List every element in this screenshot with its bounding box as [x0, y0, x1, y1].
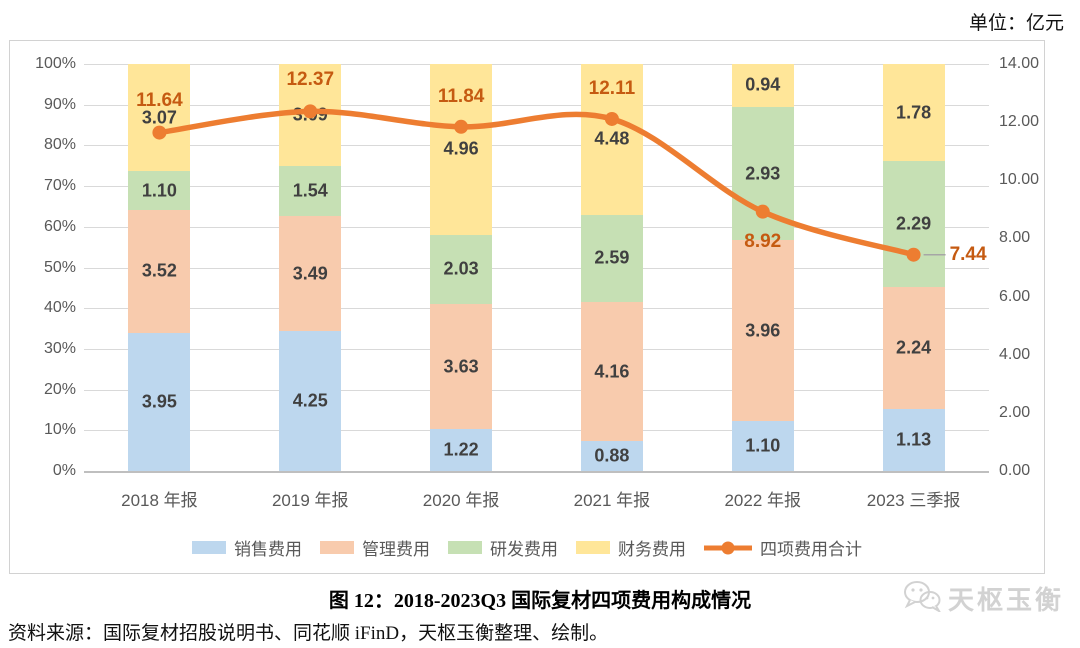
legend-label: 财务费用 [618, 540, 686, 559]
y-axis-right-tick-label: 0.00 [999, 462, 1031, 479]
legend-item: 四项费用合计 [704, 535, 862, 560]
grid-line [84, 471, 989, 473]
x-axis-category-label: 2018 年报 [121, 491, 198, 510]
bar-segment [580, 301, 643, 442]
segment-value-label: 3.09 [292, 104, 328, 125]
grid-line [84, 226, 989, 228]
legend-item: 研发费用 [448, 535, 558, 560]
total-value-label: 7.44 [949, 243, 987, 265]
segment-value-label: 3.49 [292, 263, 328, 284]
grid-line [84, 145, 989, 147]
grid-line [84, 64, 989, 65]
segment-value-label: 1.22 [443, 439, 479, 460]
y-axis-right-tick-label: 14.00 [999, 55, 1040, 72]
bar-segment [882, 286, 945, 410]
y-axis-left-tick-label: 30% [43, 339, 76, 357]
segment-value-label: 3.52 [141, 260, 177, 281]
bar-segment [731, 64, 794, 107]
legend-item: 管理费用 [320, 535, 430, 560]
segment-value-label: 1.54 [292, 180, 328, 201]
y-axis-right-tick-label: 10.00 [999, 171, 1040, 189]
grid-line [84, 389, 989, 391]
y-axis-left-tick-label: 70% [43, 177, 76, 195]
segment-value-label: 3.95 [141, 391, 177, 412]
bar-segment [580, 441, 643, 471]
total-value-label: 8.92 [744, 230, 782, 252]
y-axis-left-tick-label: 50% [43, 258, 76, 276]
y-axis-right-tick-label: 6.00 [999, 287, 1031, 305]
segment-value-label: 3.96 [745, 320, 781, 341]
segment-value-label: 2.93 [745, 163, 781, 184]
legend-label: 四项费用合计 [760, 540, 862, 559]
bar-segment [731, 240, 794, 421]
grid-line [84, 308, 989, 310]
bar-segment [731, 420, 794, 471]
y-axis-left-tick-label: 90% [43, 95, 76, 113]
y-axis-left-tick-label: 100% [35, 55, 76, 72]
legend-item: 销售费用 [192, 535, 302, 560]
grid-line [84, 430, 989, 432]
wechat-logo-icon [902, 580, 942, 617]
y-axis-left-tick-label: 40% [43, 299, 76, 317]
segment-value-label: 2.29 [896, 213, 932, 234]
grid-line [84, 267, 989, 269]
legend-item: 财务费用 [576, 535, 686, 560]
total-value-label: 12.37 [286, 69, 335, 91]
x-axis-category-label: 2023 三季报 [866, 491, 961, 510]
y-axis-left-tick-label: 10% [43, 421, 76, 439]
y-axis-right-tick-label: 2.00 [999, 403, 1031, 421]
grid-line [84, 348, 989, 350]
y-axis-left-tick-label: 20% [43, 380, 76, 398]
bar-segment [430, 304, 493, 430]
segment-value-label: 4.48 [594, 128, 630, 149]
total-value-label: 11.84 [437, 85, 485, 107]
legend-line-marker-icon [704, 541, 752, 554]
legend-swatch [448, 541, 482, 554]
total-value-label: 12.11 [588, 77, 636, 99]
segment-value-label: 1.10 [745, 435, 781, 456]
y-axis-left-tick-label: 0% [52, 462, 76, 479]
grid-line [84, 186, 989, 188]
legend: 销售费用 管理费用 研发费用 财务费用 四项费用合计 [10, 535, 1044, 560]
figure-title: 图 12：2018-2023Q3 国际复材四项费用构成情况 [328, 590, 752, 612]
bar-segment [279, 331, 342, 471]
watermark-text: 天枢玉衡 [947, 586, 1064, 615]
legend-label: 销售费用 [234, 540, 302, 559]
legend-label: 研发费用 [490, 540, 558, 559]
bar-segment [882, 409, 945, 471]
bar-segment [430, 429, 493, 471]
segment-value-label: 2.24 [896, 337, 932, 358]
segment-value-label: 4.25 [292, 390, 328, 411]
x-axis-category-label: 2020 年报 [422, 491, 500, 510]
segment-value-label: 4.96 [443, 138, 479, 159]
grid-line [84, 104, 989, 106]
legend-label: 管理费用 [362, 540, 430, 559]
segment-value-label: 1.78 [896, 102, 932, 123]
y-axis-right-tick-label: 4.00 [999, 345, 1031, 363]
segment-value-label: 0.94 [745, 74, 781, 95]
watermark: 天枢玉衡 [902, 580, 1064, 617]
y-axis-left-tick-label: 60% [43, 217, 76, 235]
total-value-label: 11.64 [136, 89, 183, 111]
chart-area: 销售费用 管理费用 研发费用 财务费用 四项费用合计 100% 90% 80% 70% 60% 5… [9, 40, 1045, 574]
segment-value-label: 0.88 [594, 445, 630, 466]
unit-label: 单位：亿元 [968, 13, 1064, 34]
x-axis-category-label: 2021 年报 [573, 491, 651, 510]
y-axis-right-tick-label: 12.00 [999, 113, 1040, 131]
segment-value-label: 2.03 [443, 258, 479, 279]
segment-value-label: 4.16 [594, 361, 630, 382]
x-axis-category-label: 2019 年报 [271, 491, 349, 510]
legend-swatch [320, 541, 354, 554]
x-axis-category-label: 2022 年报 [724, 491, 802, 510]
segment-value-label: 1.10 [141, 180, 177, 201]
y-axis-right-tick-label: 8.00 [999, 229, 1031, 247]
y-axis-left-tick-label: 80% [43, 136, 76, 154]
segment-value-label: 2.59 [594, 247, 630, 268]
bar-segment [128, 332, 191, 471]
source-note: 资料来源：国际复材招股说明书、同花顺 iFinD，天枢玉衡整理、绘制。 [8, 623, 609, 644]
legend-swatch [576, 541, 610, 554]
segment-value-label: 1.13 [896, 429, 932, 450]
segment-value-label: 3.63 [443, 356, 479, 377]
legend-swatch [192, 541, 226, 554]
